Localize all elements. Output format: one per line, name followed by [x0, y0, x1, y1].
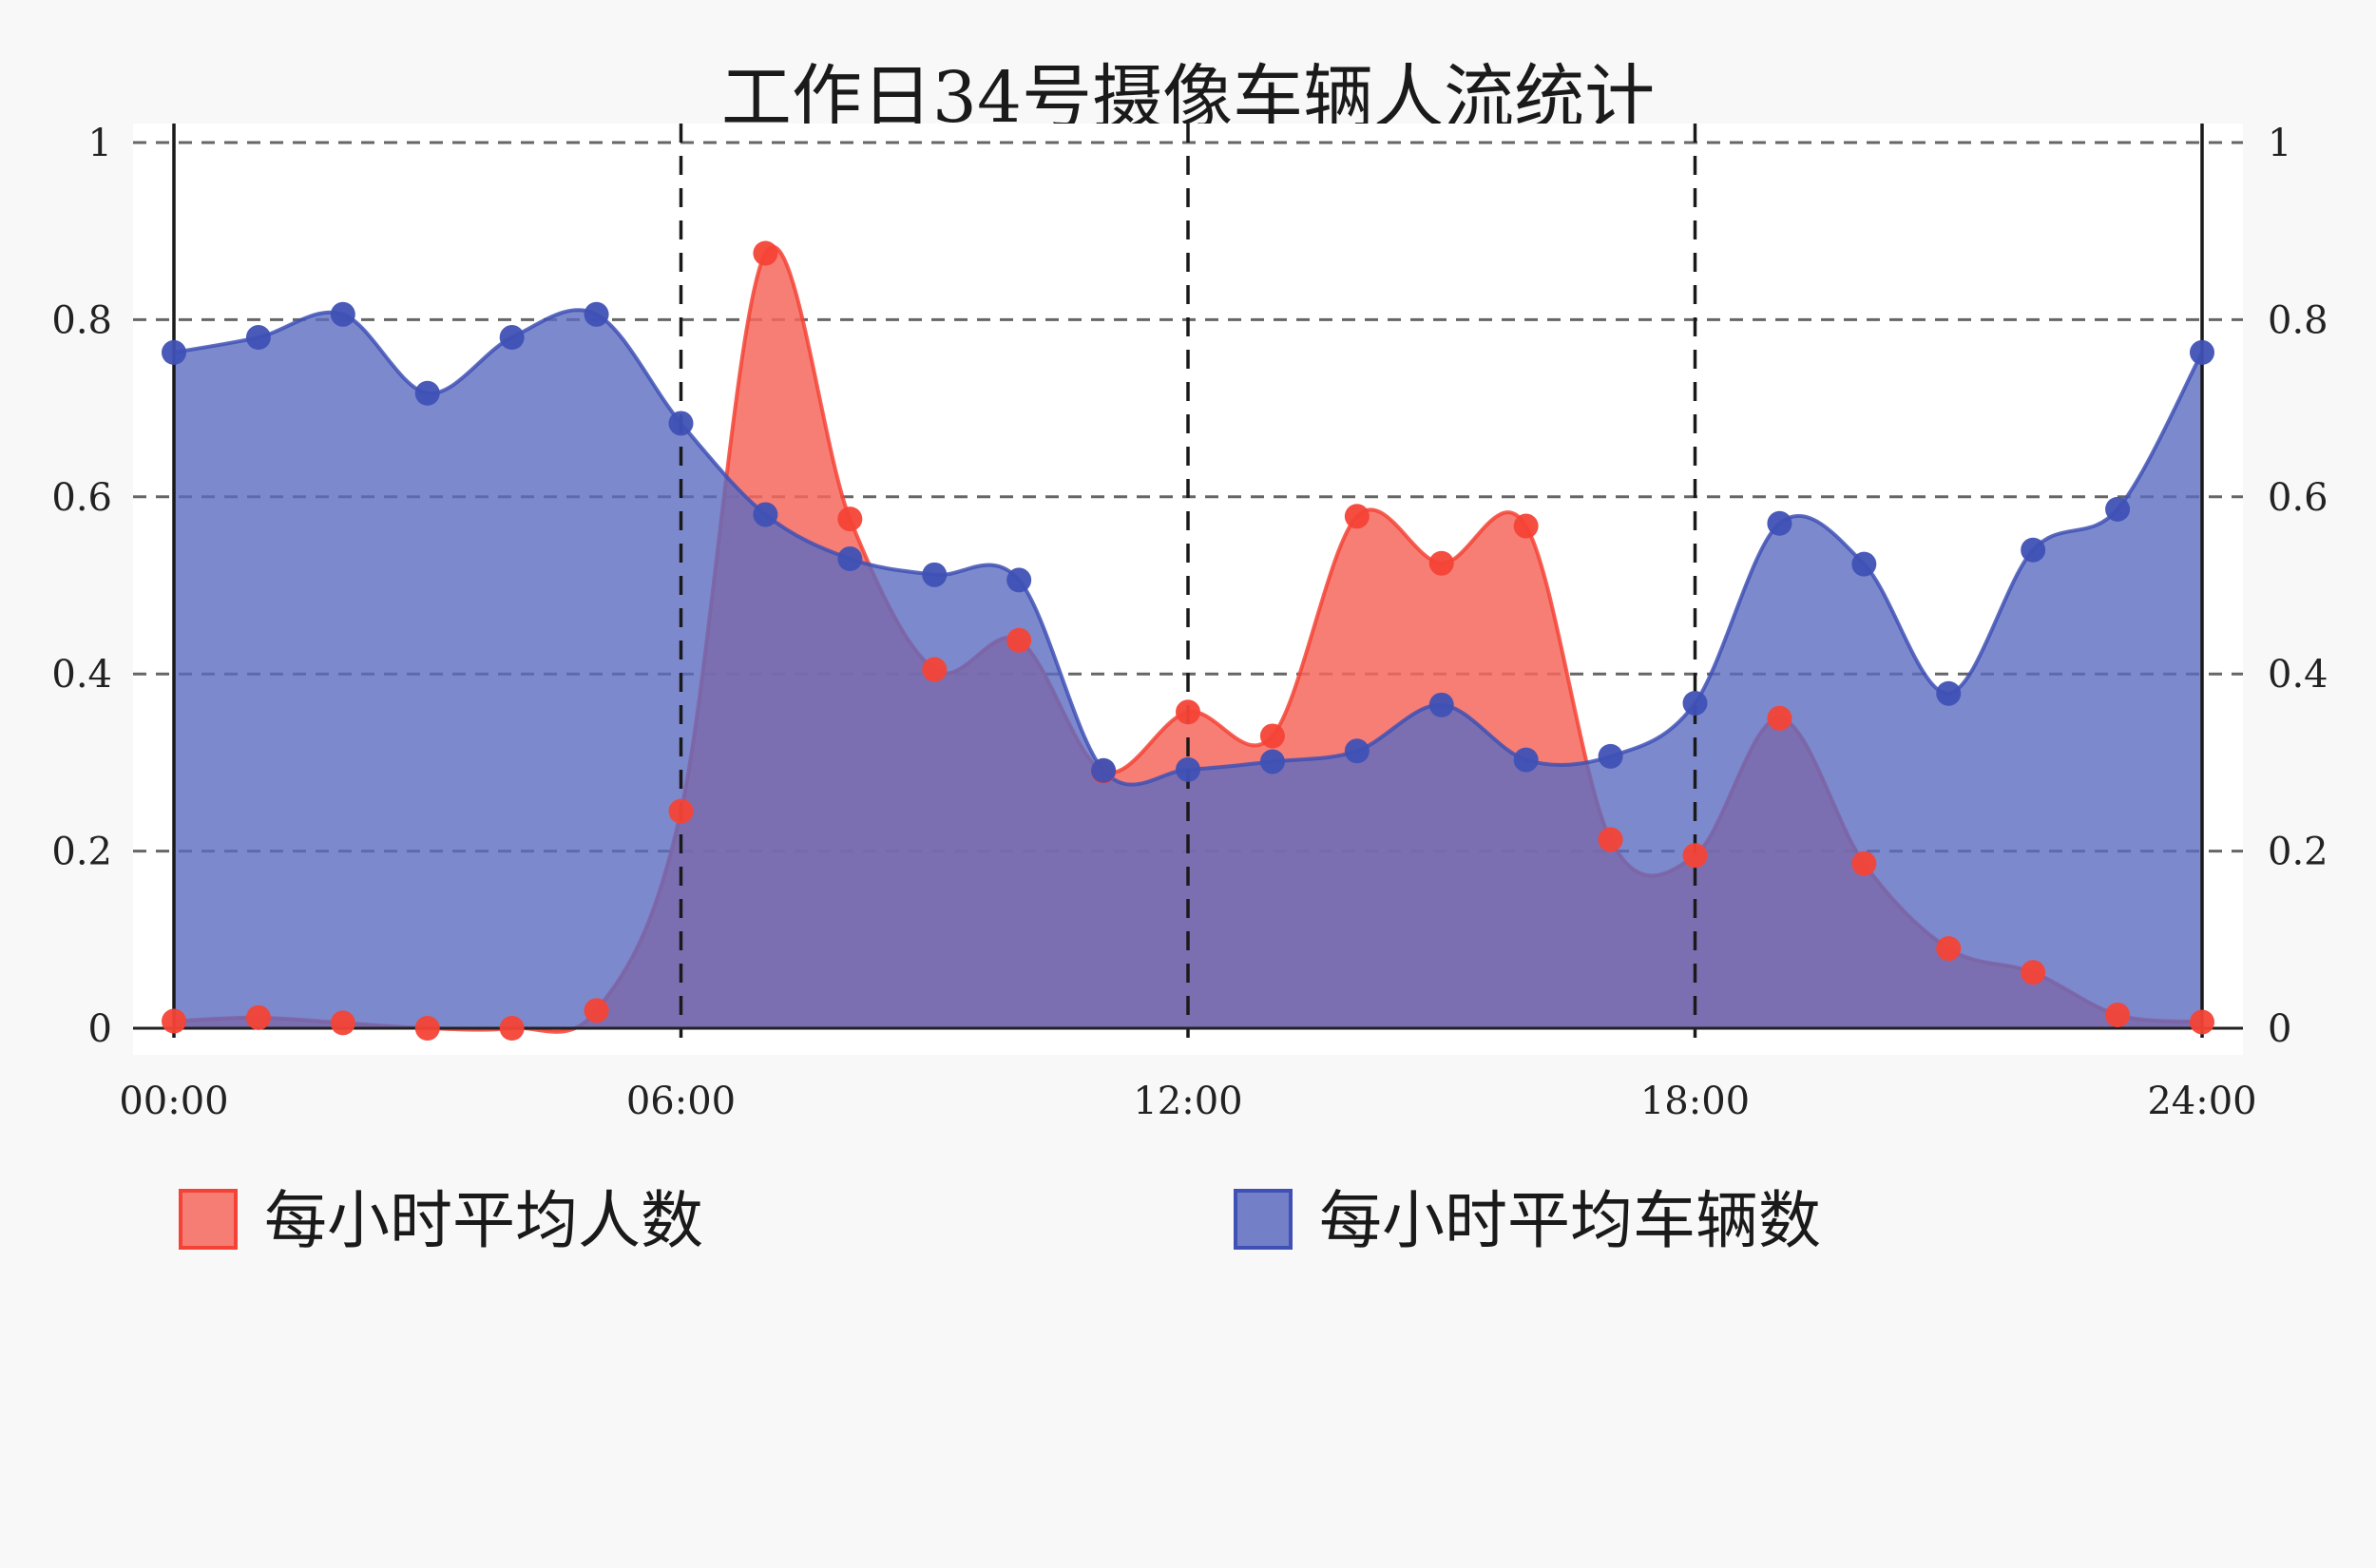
data-point-series-0: [162, 1008, 186, 1034]
data-point-series-1: [1598, 743, 1623, 769]
data-point-series-0: [414, 1016, 440, 1041]
data-point-series-0: [1006, 627, 1032, 653]
data-point-series-0: [1936, 936, 1962, 962]
data-point-series-1: [753, 502, 778, 527]
data-point-series-1: [162, 339, 186, 365]
data-point-series-1: [499, 325, 525, 351]
data-point-series-0: [837, 507, 863, 532]
data-point-series-0: [1513, 513, 1539, 539]
y-tick-label-left: 1: [88, 122, 112, 165]
legend-label: 每小时平均车辆数: [1319, 1184, 1821, 1257]
data-point-series-1: [2021, 537, 2046, 563]
data-point-series-0: [1682, 843, 1708, 869]
y-tick-label-right: 0.2: [2268, 831, 2328, 874]
data-point-series-1: [922, 562, 948, 587]
data-point-series-0: [2190, 1009, 2214, 1035]
data-point-series-1: [837, 546, 863, 572]
data-point-series-0: [330, 1010, 355, 1036]
data-point-series-1: [2190, 339, 2214, 365]
y-tick-label-right: 0.8: [2268, 298, 2328, 342]
y-tick-label-right: 1: [2268, 122, 2291, 165]
data-point-series-1: [1176, 756, 1200, 782]
x-tick-label: 24:00: [2147, 1080, 2256, 1123]
x-tick-label: 18:00: [1640, 1080, 1750, 1123]
data-point-series-1: [1259, 749, 1285, 774]
y-tick-label-right: 0: [2268, 1007, 2291, 1051]
data-point-series-1: [1767, 510, 1792, 536]
data-point-series-0: [668, 798, 694, 824]
data-point-series-0: [2105, 1003, 2131, 1028]
legend-swatch: [1234, 1189, 1293, 1250]
data-point-series-1: [1682, 690, 1708, 716]
data-point-series-1: [668, 411, 694, 436]
data-point-series-1: [1513, 747, 1539, 773]
data-point-series-0: [1344, 504, 1370, 529]
data-point-series-0: [499, 1016, 525, 1041]
y-tick-label-left: 0: [88, 1007, 112, 1051]
data-point-series-0: [1598, 827, 1623, 852]
data-point-series-1: [2105, 496, 2131, 522]
data-point-series-1: [584, 301, 609, 327]
legend-label: 每小时平均人数: [264, 1184, 703, 1257]
data-point-series-0: [245, 1004, 271, 1030]
y-tick-label-right: 0.4: [2268, 653, 2328, 697]
data-point-series-0: [2021, 960, 2046, 985]
data-point-series-0: [1851, 851, 1877, 876]
y-tick-label-left: 0.4: [51, 653, 112, 697]
data-point-series-1: [1936, 680, 1962, 706]
data-point-series-0: [753, 240, 778, 266]
data-point-series-1: [1091, 757, 1117, 783]
y-tick-label-left: 0.2: [51, 831, 112, 874]
x-tick-label: 12:00: [1133, 1080, 1242, 1123]
legend-swatch: [179, 1189, 238, 1250]
data-point-series-0: [1428, 550, 1454, 576]
data-point-series-1: [1344, 738, 1370, 764]
y-tick-label-left: 0.6: [51, 476, 112, 520]
y-tick-label-left: 0.8: [51, 298, 112, 342]
x-tick-label: 06:00: [626, 1080, 736, 1123]
x-tick-label: 00:00: [119, 1080, 228, 1123]
data-point-series-1: [330, 301, 355, 327]
data-point-series-0: [584, 998, 609, 1023]
data-point-series-0: [1176, 699, 1200, 725]
y-tick-label-right: 0.6: [2268, 476, 2328, 520]
data-point-series-1: [245, 325, 271, 351]
data-point-series-0: [1259, 723, 1285, 749]
data-point-series-1: [1428, 692, 1454, 717]
data-point-series-0: [1767, 705, 1792, 731]
data-point-series-1: [1006, 567, 1032, 593]
data-point-series-1: [414, 380, 440, 406]
line-series-1: [173, 308, 2204, 787]
data-point-series-0: [922, 657, 948, 682]
data-point-series-1: [1851, 551, 1877, 577]
